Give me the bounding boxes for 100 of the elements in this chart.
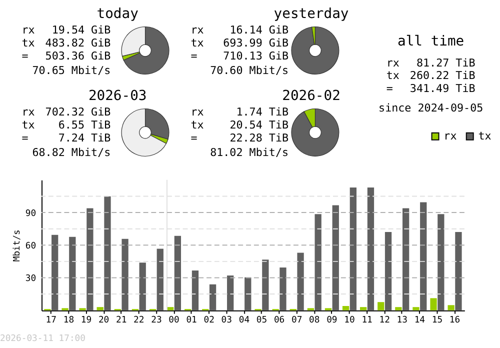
bar [402, 208, 410, 310]
donut-slice [291, 108, 340, 156]
bar [360, 307, 367, 310]
text: 693.99 GiB [223, 36, 289, 50]
bar [297, 252, 304, 310]
text: = [190, 49, 198, 62]
bar [384, 232, 392, 310]
bar [280, 268, 286, 310]
text: 81.27 TiB [416, 56, 476, 70]
donut-slice [123, 26, 170, 74]
text: 70.65 Mbit/s [32, 64, 111, 78]
text: rx [386, 56, 400, 70]
bar [438, 214, 444, 310]
x-tick-label: 18 [63, 316, 74, 326]
x-tick-label: 02 [204, 316, 214, 326]
text: 70.60 Mbit/s [210, 64, 289, 78]
bar [448, 305, 454, 310]
x-tick-label: 09 [326, 316, 338, 326]
text: = [22, 131, 29, 144]
bar [412, 307, 420, 310]
text: 260.22 TiB [410, 69, 476, 82]
text: tx [190, 36, 204, 50]
text: 6.55 TiB [58, 118, 112, 132]
bar [244, 277, 252, 310]
bar [262, 260, 269, 310]
x-tick-label: 16 [449, 316, 460, 326]
x-tick-label: 05 [256, 316, 268, 326]
x-tick-label: 17 [46, 316, 56, 326]
chart-title: today [96, 6, 138, 22]
bar [227, 275, 234, 310]
x-tick-label: 14 [414, 316, 426, 326]
x-tick-label: 20 [98, 316, 110, 326]
text: 16.14 GiB [230, 24, 289, 37]
bar [104, 196, 111, 310]
bar [332, 205, 339, 310]
x-tick-label: 21 [116, 316, 127, 326]
x-tick-label: 22 [134, 316, 144, 326]
text: 1.74 TiB [236, 106, 289, 119]
donut-slice [121, 108, 167, 156]
bar [52, 234, 58, 310]
bar [139, 262, 146, 310]
x-tick-label: 11 [362, 316, 372, 326]
x-tick-label: 15 [432, 316, 443, 326]
legend-label: tx [478, 129, 492, 142]
text: tx [22, 36, 36, 50]
text: 7.24 TiB [58, 131, 112, 144]
x-tick-label: 12 [379, 316, 390, 326]
x-tick-label: 04 [238, 316, 250, 326]
bar [342, 306, 350, 310]
text: rx [190, 106, 204, 119]
bar [420, 202, 427, 310]
text: since 2024-09-05 [378, 102, 484, 115]
bar [174, 236, 182, 310]
text: 702.32 GiB [45, 106, 112, 119]
y-tick-label: 60 [25, 242, 36, 252]
text: rx [22, 106, 36, 119]
text: 710.13 GiB [223, 49, 289, 62]
x-tick-label: 07 [291, 316, 302, 326]
x-tick-label: 23 [151, 316, 162, 326]
legend-label: rx [444, 129, 458, 142]
text: rx [22, 24, 36, 37]
chart-title: yesterday [274, 6, 349, 22]
bar [430, 298, 437, 310]
bar [209, 284, 216, 310]
bar [96, 307, 104, 310]
x-tick-label: 13 [396, 316, 408, 326]
chart-title: 2026-02 [282, 88, 340, 104]
text: all time [398, 34, 464, 50]
text: 503.36 GiB [45, 49, 112, 62]
text: tx [386, 69, 400, 82]
bar [395, 307, 402, 310]
x-tick-label: 00 [168, 316, 180, 326]
bar [367, 188, 374, 310]
bar [86, 208, 94, 310]
text: 22.28 TiB [230, 131, 289, 144]
y-tick-label: 30 [25, 274, 36, 284]
bar [314, 214, 322, 310]
x-tick-label: 01 [186, 316, 197, 326]
text: = [190, 131, 198, 144]
bar [378, 302, 384, 310]
y-tick-label: 90 [25, 208, 36, 219]
bar [156, 248, 164, 310]
y-axis-title: Mbit/s [12, 230, 22, 262]
x-tick-label: 03 [221, 316, 232, 326]
x-tick-label: 19 [80, 316, 92, 326]
x-tick-label: 10 [344, 316, 355, 326]
text: 68.82 Mbit/s [32, 146, 111, 160]
text: 81.02 Mbit/s [210, 146, 289, 160]
text: tx [190, 118, 204, 132]
text: tx [22, 118, 36, 132]
bar [69, 236, 76, 310]
bar [122, 238, 128, 310]
bar [455, 232, 462, 310]
text: 341.49 TiB [410, 82, 476, 95]
chart-title: 2026-03 [88, 88, 147, 104]
text: 483.82 GiB [45, 36, 112, 50]
x-tick-label: 06 [274, 316, 285, 326]
text: = [22, 49, 29, 62]
text: 19.54 GiB [52, 24, 112, 37]
bar [350, 188, 356, 310]
